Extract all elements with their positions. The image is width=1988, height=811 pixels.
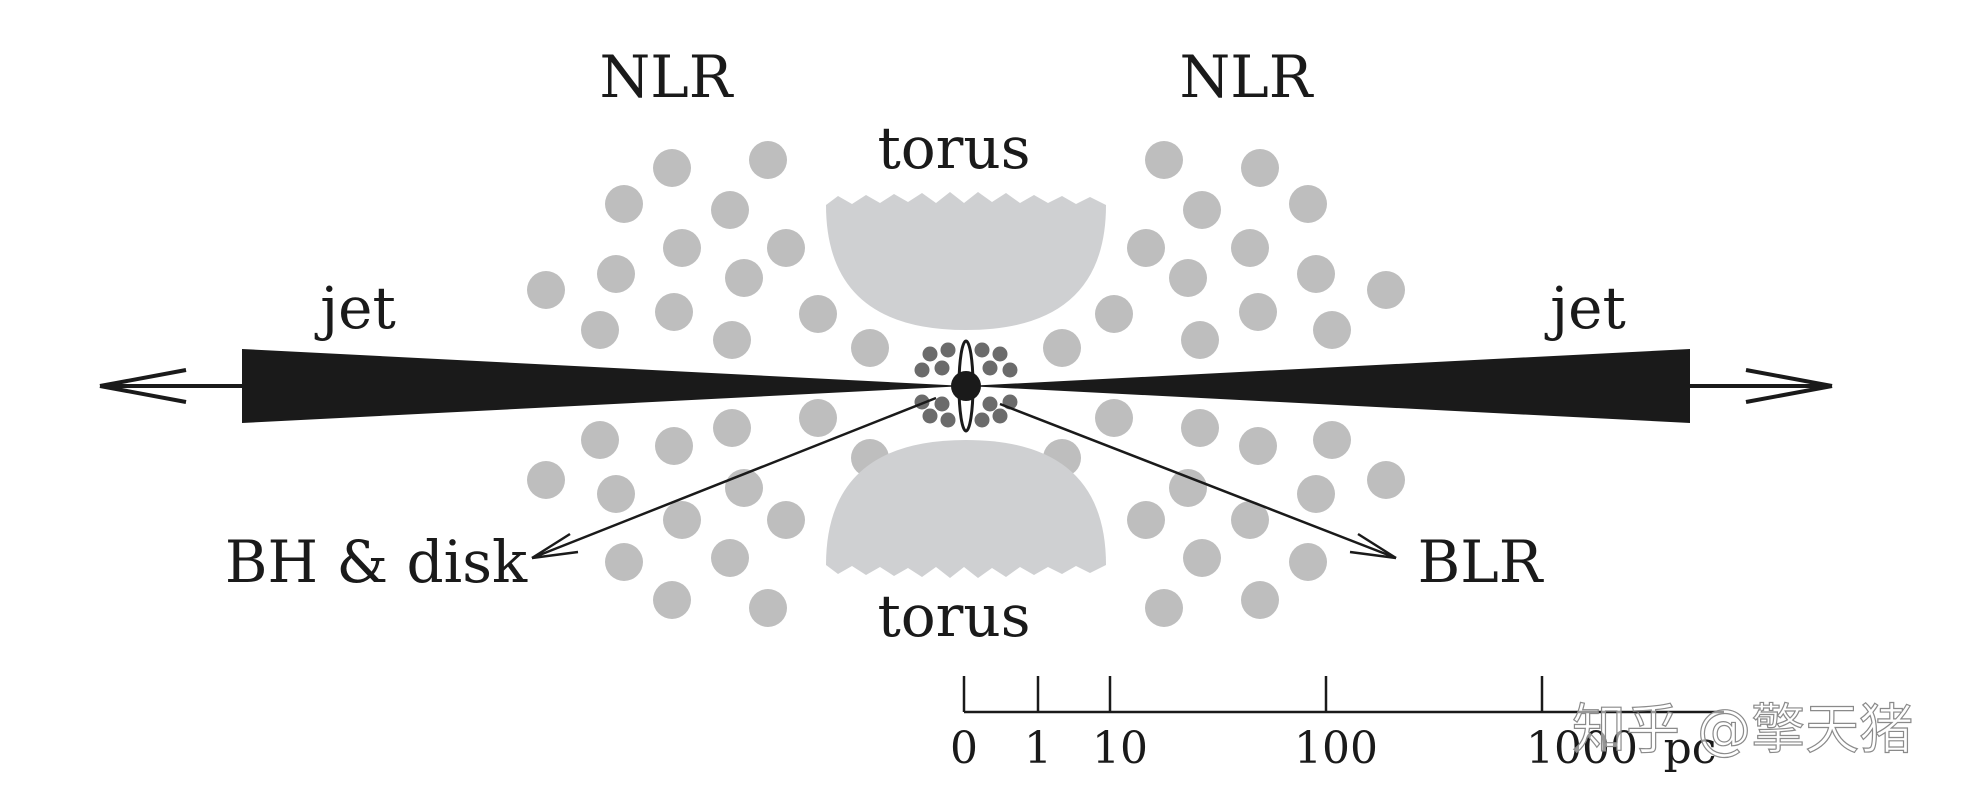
nlr-cloud — [799, 295, 837, 333]
nlr-cloud — [1145, 141, 1183, 179]
nlr-cloud — [1169, 259, 1207, 297]
torus-bottom-shape — [826, 440, 1106, 565]
nlr-cloud — [581, 311, 619, 349]
nlr-cloud — [767, 229, 805, 267]
nlr-cloud — [1367, 271, 1405, 309]
nlr-cloud — [799, 399, 837, 437]
nlr-cloud — [1181, 409, 1219, 447]
nlr-cloud — [851, 329, 889, 367]
nlr-cloud — [1241, 581, 1279, 619]
blr-cloud — [940, 342, 956, 358]
nlr-cloud — [653, 581, 691, 619]
scale-bar — [962, 676, 1724, 714]
nlr-cloud — [1183, 191, 1221, 229]
nlr-cloud — [597, 475, 635, 513]
nlr-cloud — [1095, 399, 1133, 437]
nlr-right-label: NLR — [1180, 43, 1315, 111]
nlr-cloud — [663, 229, 701, 267]
nlr-cloud — [1241, 149, 1279, 187]
nlr-cloud — [1297, 255, 1335, 293]
scale-tick-label: 1000 — [1526, 723, 1638, 774]
nlr-cloud — [605, 543, 643, 581]
nlr-clouds-left — [527, 141, 889, 627]
nlr-cloud — [749, 589, 787, 627]
nlr-cloud — [653, 149, 691, 187]
blr-label: BLR — [1418, 528, 1545, 596]
blr-cloud — [940, 412, 956, 428]
nlr-cloud — [1313, 311, 1351, 349]
nlr-cloud — [1289, 185, 1327, 223]
nlr-cloud — [581, 421, 619, 459]
scale-tick-label: 10 — [1092, 723, 1148, 774]
nlr-cloud — [1095, 295, 1133, 333]
nlr-cloud — [1183, 539, 1221, 577]
nlr-cloud — [1043, 329, 1081, 367]
bh-disk-label: BH & disk — [225, 528, 528, 596]
jet-right-label: jet — [1544, 274, 1626, 342]
nlr-cloud — [711, 539, 749, 577]
nlr-cloud — [749, 141, 787, 179]
torus-top-fringe — [826, 192, 1106, 205]
jet-right-arrow — [1690, 368, 1833, 404]
nlr-cloud — [713, 409, 751, 447]
blr-cloud — [992, 346, 1008, 362]
nlr-clouds-right — [1043, 141, 1405, 627]
blr-cloud — [974, 412, 990, 428]
torus-bottom-fringe — [826, 565, 1106, 578]
nlr-cloud — [1127, 501, 1165, 539]
nlr-cloud — [1145, 589, 1183, 627]
nlr-cloud — [711, 191, 749, 229]
nlr-cloud — [597, 255, 635, 293]
watermark: 知乎 @擎天猪 — [1572, 698, 1913, 761]
pointer-bh-disk — [531, 396, 937, 560]
nlr-cloud — [1127, 229, 1165, 267]
black-hole — [951, 371, 981, 401]
nlr-cloud — [1289, 543, 1327, 581]
blr-cloud — [982, 396, 998, 412]
jet-left-label: jet — [314, 274, 396, 342]
jet-left-arrow — [99, 368, 242, 404]
scale-tick-label: 100 — [1294, 723, 1378, 774]
nlr-cloud — [655, 427, 693, 465]
jet-right — [966, 349, 1690, 423]
scale-tick-label: 1 — [1024, 723, 1052, 774]
nlr-cloud — [1231, 229, 1269, 267]
nlr-cloud — [1367, 461, 1405, 499]
blr-cloud — [914, 362, 930, 378]
nlr-cloud — [1239, 293, 1277, 331]
nlr-left-label: NLR — [600, 43, 735, 111]
nlr-cloud — [1231, 501, 1269, 539]
blr-cloud — [982, 360, 998, 376]
scale-tick-label: 0 — [950, 723, 978, 774]
nlr-cloud — [1297, 475, 1335, 513]
nlr-cloud — [713, 321, 751, 359]
nlr-cloud — [527, 271, 565, 309]
pointer-blr — [999, 402, 1397, 560]
nlr-cloud — [1313, 421, 1351, 459]
jet-left — [242, 349, 966, 423]
scale-unit-label: pc — [1664, 723, 1717, 774]
nlr-cloud — [527, 461, 565, 499]
nlr-cloud — [605, 185, 643, 223]
torus-bottom-label: torus — [877, 582, 1030, 650]
blr-cloud — [1002, 362, 1018, 378]
nlr-cloud — [1239, 427, 1277, 465]
nlr-cloud — [663, 501, 701, 539]
blr-cloud — [934, 360, 950, 376]
nlr-cloud — [1181, 321, 1219, 359]
blr-cloud — [974, 342, 990, 358]
torus-top-label: torus — [877, 114, 1030, 182]
blr-clouds — [914, 342, 1018, 428]
torus-top-shape — [826, 205, 1106, 330]
blr-cloud — [992, 408, 1008, 424]
nlr-cloud — [725, 259, 763, 297]
blr-cloud — [934, 396, 950, 412]
nlr-cloud — [767, 501, 805, 539]
blr-cloud — [922, 346, 938, 362]
blr-cloud — [922, 408, 938, 424]
nlr-cloud — [655, 293, 693, 331]
nlr-cloud — [1169, 469, 1207, 507]
